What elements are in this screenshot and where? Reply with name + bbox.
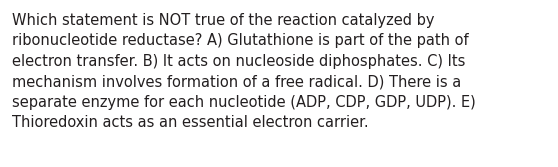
Text: Which statement is NOT true of the reaction catalyzed by
ribonucleotide reductas: Which statement is NOT true of the react… bbox=[12, 13, 476, 130]
